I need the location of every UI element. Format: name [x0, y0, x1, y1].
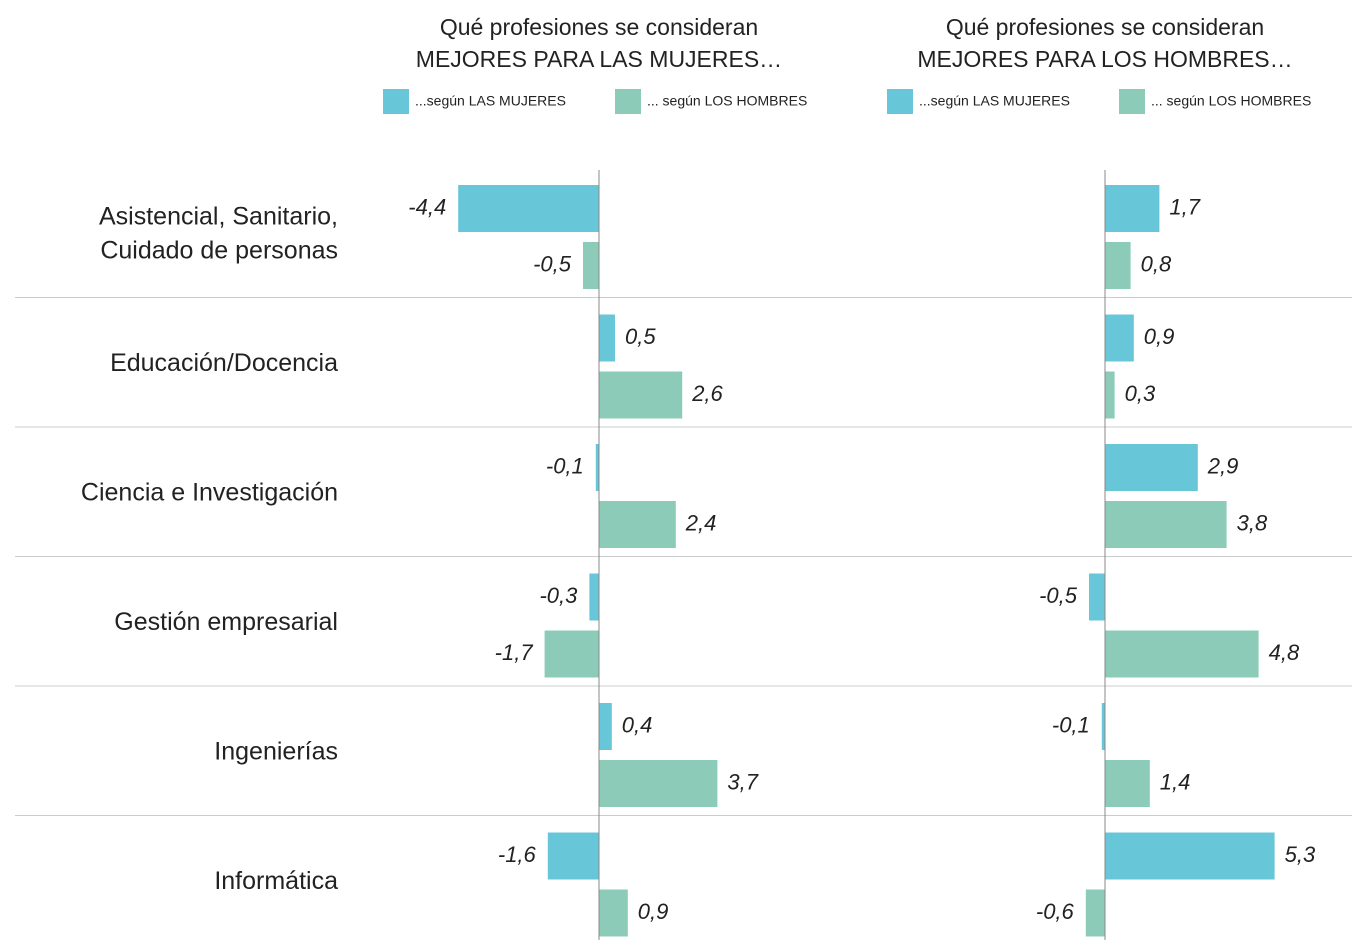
bar	[1105, 371, 1115, 419]
legend-label: ...según LAS MUJERES	[919, 93, 1070, 109]
bar	[1105, 185, 1160, 232]
bar	[599, 703, 612, 750]
value-label: 0,8	[1141, 251, 1172, 276]
category-label: Ciencia e Investigación	[81, 479, 338, 507]
bar	[1105, 242, 1131, 289]
legend-label: ... según LOS HOMBRES	[647, 93, 807, 109]
bar	[1105, 630, 1259, 678]
category-label: Informática	[214, 867, 338, 895]
value-label: 1,7	[1169, 194, 1200, 219]
bar	[1085, 889, 1105, 937]
panel-title: MEJORES PARA LOS HOMBRES…	[917, 46, 1292, 72]
bar	[599, 501, 676, 548]
legend-swatch	[887, 89, 913, 114]
category-label: Asistencial, Sanitario,	[99, 203, 338, 231]
bar	[547, 832, 599, 880]
legend-label: ...según LAS MUJERES	[415, 93, 566, 109]
bar	[599, 889, 628, 937]
value-label: 0,3	[1125, 381, 1156, 406]
legend-swatch	[383, 89, 409, 114]
bar	[589, 573, 599, 621]
bar	[1105, 832, 1275, 880]
value-label: 2,6	[691, 381, 723, 406]
legend-swatch	[1119, 89, 1145, 114]
bar	[458, 185, 599, 232]
value-label: -0,5	[533, 251, 572, 276]
legend-swatch	[615, 89, 641, 114]
value-label: 4,8	[1269, 640, 1300, 665]
value-label: 3,7	[727, 769, 758, 794]
category-label: Gestión empresarial	[114, 608, 338, 636]
value-label: 0,4	[622, 712, 653, 737]
bar	[1089, 573, 1105, 621]
category-label: Cuidado de personas	[100, 237, 338, 265]
bar	[595, 444, 599, 491]
value-label: 0,9	[638, 899, 669, 924]
value-label: -1,6	[498, 842, 537, 867]
value-label: 0,9	[1144, 324, 1175, 349]
value-label: -1,7	[495, 640, 534, 665]
panel-title: Qué profesiones se consideran	[946, 14, 1264, 40]
bar	[1101, 703, 1105, 750]
panel-title: MEJORES PARA LAS MUJERES…	[416, 46, 782, 72]
bar	[544, 630, 599, 678]
value-label: 2,4	[685, 510, 717, 535]
value-label: 0,5	[625, 324, 656, 349]
value-label: -0,6	[1036, 899, 1075, 924]
legend-label: ... según LOS HOMBRES	[1151, 93, 1311, 109]
bar	[599, 371, 683, 419]
bar	[583, 242, 599, 289]
bar	[1105, 760, 1150, 807]
value-label: 2,9	[1207, 453, 1239, 478]
bar	[599, 314, 615, 362]
value-label: 3,8	[1237, 510, 1268, 535]
value-label: -0,1	[546, 453, 584, 478]
value-label: 5,3	[1285, 842, 1316, 867]
value-label: -4,4	[408, 194, 446, 219]
bar	[1105, 444, 1198, 491]
value-label: -0,1	[1052, 712, 1090, 737]
category-label: Ingenierías	[214, 738, 338, 766]
value-label: 1,4	[1160, 769, 1191, 794]
bar	[1105, 314, 1134, 362]
bar	[599, 760, 718, 807]
bar	[1105, 501, 1227, 548]
panel-title: Qué profesiones se consideran	[440, 14, 758, 40]
category-label: Educación/Docencia	[110, 349, 338, 377]
value-label: -0,3	[539, 583, 578, 608]
value-label: -0,5	[1039, 583, 1078, 608]
